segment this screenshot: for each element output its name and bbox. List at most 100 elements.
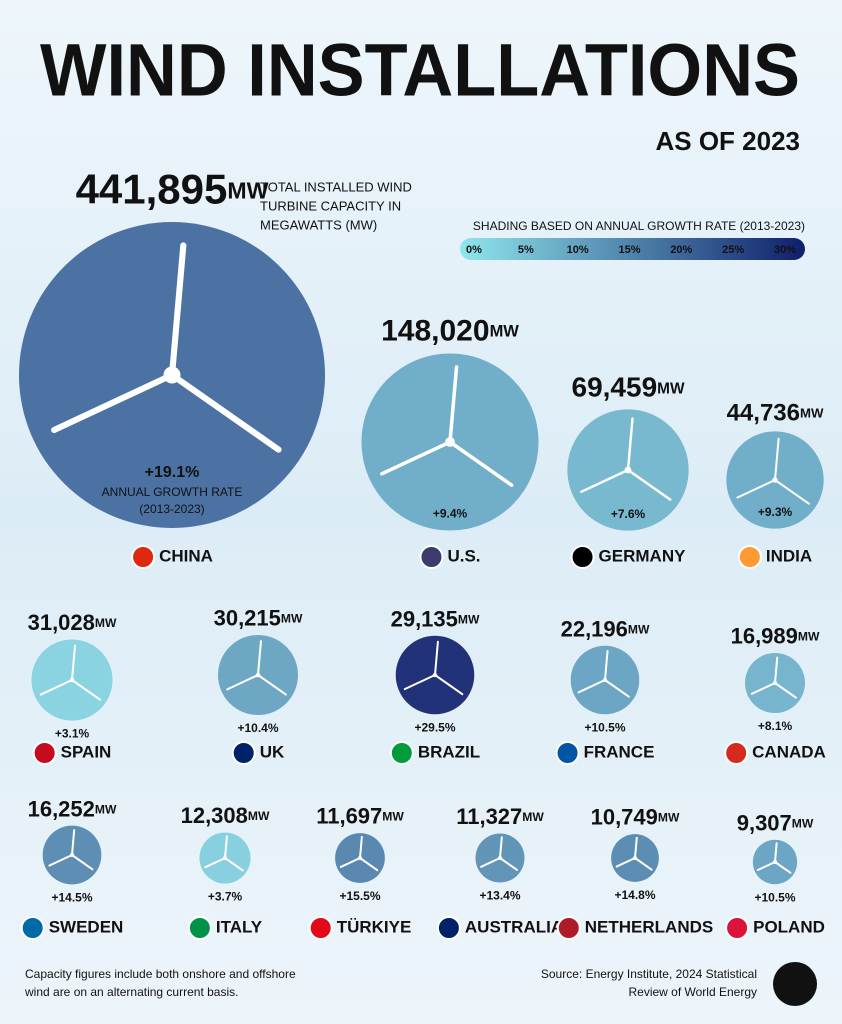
turbine-blade	[48, 854, 73, 867]
turbine-blade	[750, 682, 776, 695]
turbine-blade	[71, 829, 76, 856]
turbine-blade	[434, 674, 464, 696]
value-number: 29,135	[391, 606, 458, 631]
turbine-blade	[774, 682, 797, 699]
turbine-blade	[499, 857, 519, 871]
value-unit: MW	[792, 817, 814, 831]
turbine-blade	[380, 440, 452, 476]
turbine-hub	[773, 681, 777, 685]
country-label: U.S.	[447, 546, 480, 565]
flag	[187, 916, 212, 940]
flag	[389, 741, 414, 765]
turbine-blade	[480, 857, 501, 868]
country-label: SWEDEN	[49, 917, 124, 936]
value-unit: MW	[382, 810, 404, 824]
value-number: 441,895	[76, 166, 228, 213]
growth-label: +29.5%	[414, 720, 455, 734]
turbine-blade	[71, 854, 94, 871]
turbine-blade	[359, 835, 363, 859]
turbine-hub	[69, 677, 75, 683]
turbine-blade	[615, 857, 636, 868]
value-unit: MW	[458, 613, 480, 627]
growth-label: +10.4%	[237, 721, 278, 735]
turbine-hub	[772, 477, 778, 483]
turbine-blade	[774, 861, 792, 874]
turbine-blade	[626, 468, 672, 501]
flag	[556, 916, 581, 940]
size-label: TURBINE CAPACITY IN	[260, 198, 401, 213]
scale-tick-label: 20%	[670, 244, 692, 256]
logo	[773, 962, 817, 1006]
value-label: 69,459MW	[572, 372, 685, 403]
country-label: GERMANY	[599, 546, 687, 565]
turbine-blade	[604, 679, 630, 698]
turbine-blade	[226, 674, 259, 691]
value-number: 12,308	[181, 803, 248, 828]
growth-label: +9.3%	[758, 505, 793, 519]
country-label: CANADA	[752, 742, 826, 761]
value-label: 30,215MW	[214, 605, 303, 630]
size-label: TOTAL INSTALLED WIND	[260, 179, 412, 194]
country-label: CHINA	[159, 546, 213, 565]
turbine-blade	[71, 679, 102, 701]
turbine-blade	[577, 679, 606, 694]
turbine-hub	[358, 856, 362, 860]
flag	[32, 741, 57, 765]
country-label: NETHERLANDS	[585, 917, 713, 936]
value-unit: MW	[628, 623, 650, 637]
source: Review of World Energy	[629, 985, 758, 999]
turbine-hub	[624, 466, 632, 474]
value-label: 44,736MW	[727, 400, 824, 427]
turbine-hub	[445, 437, 455, 447]
scale-tick-label: 0%	[466, 244, 482, 256]
turbine-blade	[224, 835, 228, 859]
turbine-hub	[163, 366, 181, 384]
flag	[419, 545, 444, 569]
value-unit: MW	[281, 612, 303, 626]
value-label: 11,327MW	[456, 804, 544, 829]
growth-label: +14.5%	[51, 891, 92, 905]
flag	[725, 916, 750, 940]
turbine-blade	[257, 674, 287, 696]
turbine-blade	[39, 679, 73, 696]
flag	[308, 916, 333, 940]
value-number: 9,307	[737, 810, 792, 835]
turbine-blade	[257, 640, 262, 676]
turbine-blade	[774, 479, 810, 505]
scale-tick-label: 5%	[518, 244, 534, 256]
turbine-blade	[626, 417, 634, 472]
value-unit: MW	[95, 802, 117, 816]
flag	[131, 545, 156, 569]
growth-label: +14.8%	[614, 888, 655, 902]
turbine-blade	[774, 437, 780, 481]
value-unit: MW	[658, 811, 680, 825]
value-number: 22,196	[561, 616, 628, 641]
growth-label: +3.7%	[208, 890, 243, 904]
turbine-blade	[499, 836, 503, 859]
turbine-blade	[774, 842, 778, 863]
turbine-blade	[403, 674, 436, 691]
value-number: 31,028	[28, 610, 95, 635]
value-unit: MW	[522, 810, 544, 824]
flag	[555, 741, 580, 765]
turbine-hub	[773, 860, 777, 864]
value-label: 148,020MW	[381, 314, 519, 347]
scale-title: SHADING BASED ON ANNUAL GROWTH RATE (201…	[473, 219, 805, 233]
chart-title: WIND INSTALLATIONS	[40, 29, 800, 112]
growth-label: +9.4%	[433, 507, 468, 521]
value-label: 16,989MW	[731, 623, 820, 648]
turbine-hub	[70, 853, 74, 857]
flag	[737, 545, 762, 569]
value-unit: MW	[227, 178, 268, 204]
flag	[724, 741, 749, 765]
value-unit: MW	[490, 323, 520, 341]
value-unit: MW	[657, 381, 685, 398]
growth-label: +10.5%	[584, 720, 625, 734]
value-label: 10,749MW	[591, 805, 680, 830]
turbine-blade	[339, 857, 361, 868]
value-label: 29,135MW	[391, 606, 480, 631]
value-label: 441,895MW	[76, 166, 269, 213]
turbine-blade	[448, 365, 459, 444]
country-label: AUSTRALIA	[465, 917, 563, 936]
